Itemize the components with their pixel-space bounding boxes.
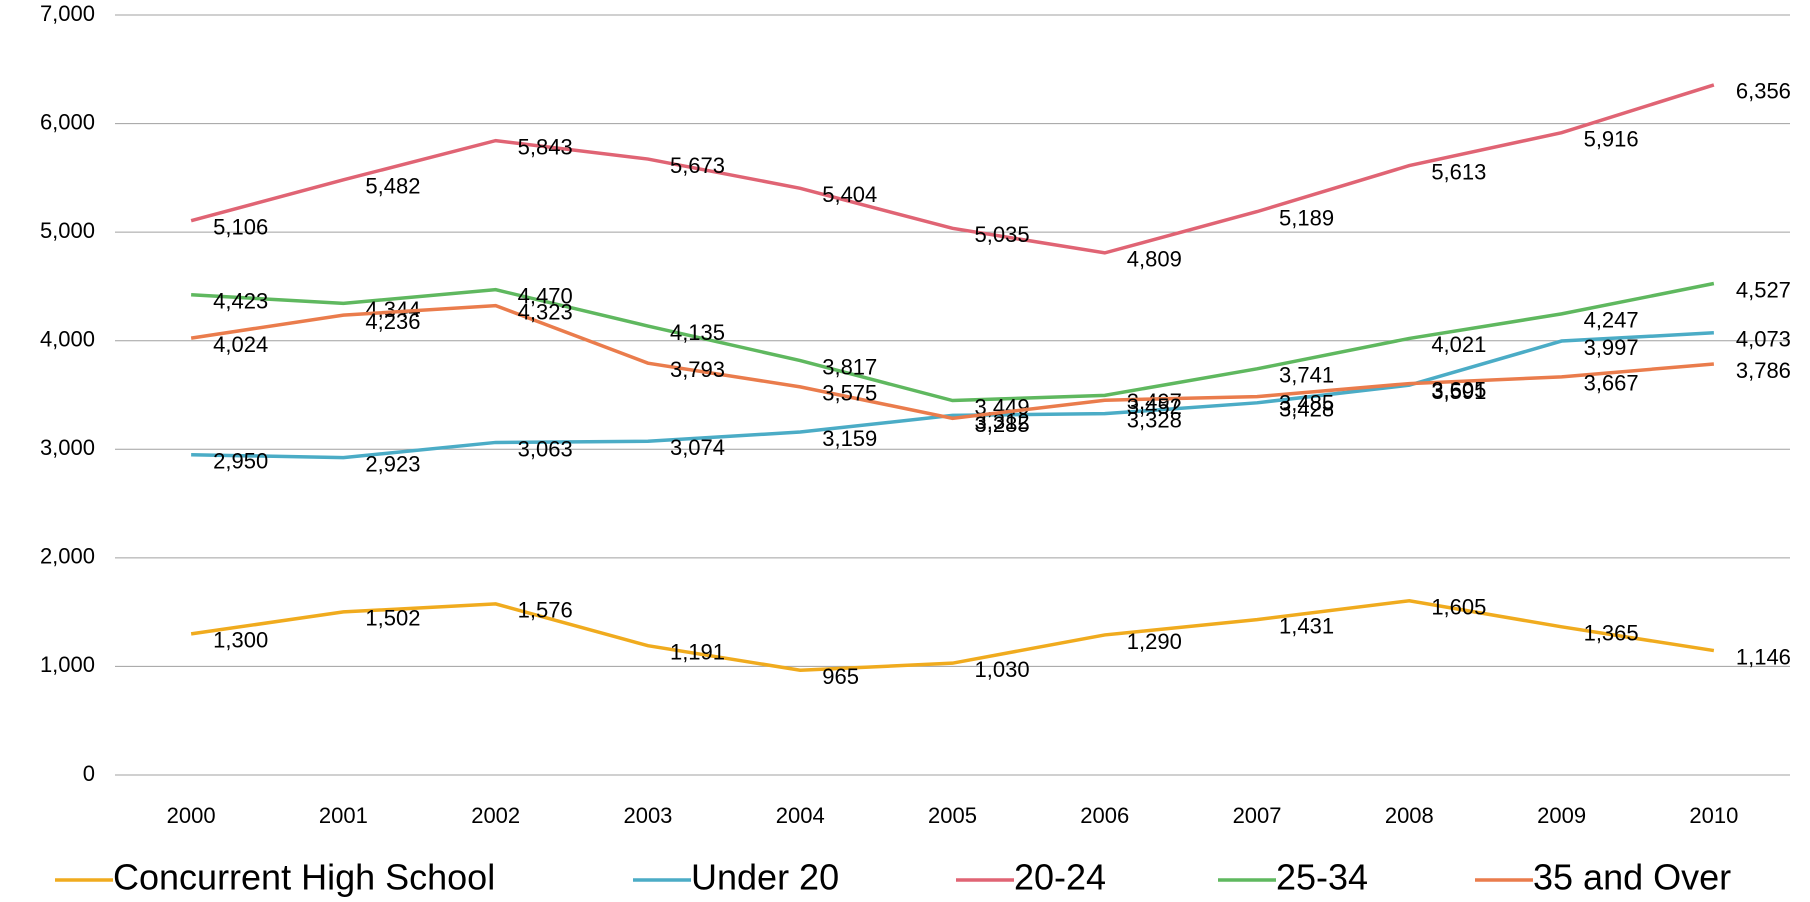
legend-label: 35 and Over xyxy=(1533,857,1731,898)
data-label: 3,428 xyxy=(1279,397,1334,422)
data-label: 3,793 xyxy=(670,357,725,382)
x-tick-label: 2009 xyxy=(1537,803,1586,828)
data-label: 2,923 xyxy=(365,451,420,476)
data-label: 4,423 xyxy=(213,289,268,314)
y-tick-label: 5,000 xyxy=(40,218,95,243)
data-label: 3,485 xyxy=(1279,390,1334,415)
x-tick-label: 2010 xyxy=(1689,803,1738,828)
data-label: 3,786 xyxy=(1736,358,1791,383)
data-label: 3,997 xyxy=(1584,335,1639,360)
data-label: 5,916 xyxy=(1584,127,1639,152)
data-label: 4,021 xyxy=(1431,332,1486,357)
data-label: 3,575 xyxy=(822,381,877,406)
data-label: 4,809 xyxy=(1127,247,1182,272)
y-tick-label: 4,000 xyxy=(40,327,95,352)
data-label: 5,843 xyxy=(518,134,573,159)
x-tick-label: 2008 xyxy=(1385,803,1434,828)
data-label: 5,482 xyxy=(365,174,420,199)
data-label: 1,300 xyxy=(213,628,268,653)
series-line xyxy=(190,598,1715,672)
legend-label: 25-34 xyxy=(1276,857,1368,898)
data-label: 5,035 xyxy=(975,222,1030,247)
y-tick-label: 1,000 xyxy=(40,652,95,677)
x-tick-label: 2001 xyxy=(319,803,368,828)
data-label: 1,605 xyxy=(1431,595,1486,620)
data-label: 4,073 xyxy=(1736,327,1791,352)
data-label: 3,452 xyxy=(1127,394,1182,419)
legend-label: Under 20 xyxy=(691,857,839,898)
data-label: 965 xyxy=(822,664,859,689)
data-label: 1,431 xyxy=(1279,613,1334,638)
data-label: 5,613 xyxy=(1431,159,1486,184)
data-label: 1,146 xyxy=(1736,644,1791,669)
data-label: 6,356 xyxy=(1736,79,1791,104)
data-label: 3,328 xyxy=(1127,407,1182,432)
y-tick-label: 3,000 xyxy=(40,435,95,460)
series-line xyxy=(191,331,1714,460)
data-label: 1,365 xyxy=(1584,621,1639,646)
x-tick-label: 2002 xyxy=(471,803,520,828)
data-label: 4,470 xyxy=(518,283,573,308)
x-tick-label: 2006 xyxy=(1080,803,1129,828)
data-label: 3,285 xyxy=(975,412,1030,437)
x-tick-label: 2005 xyxy=(928,803,977,828)
data-label: 3,817 xyxy=(822,354,877,379)
data-label: 4,323 xyxy=(518,299,573,324)
data-label: 1,290 xyxy=(1127,629,1182,654)
data-label: 4,236 xyxy=(365,309,420,334)
x-tick-label: 2004 xyxy=(776,803,825,828)
data-label: 3,741 xyxy=(1279,363,1334,388)
data-label: 3,497 xyxy=(1127,389,1182,414)
data-label: 4,527 xyxy=(1736,277,1791,302)
data-label: 1,030 xyxy=(975,657,1030,682)
data-label: 5,404 xyxy=(822,182,877,207)
x-tick-label: 2003 xyxy=(623,803,672,828)
x-tick-label: 2000 xyxy=(167,803,216,828)
data-label: 3,063 xyxy=(518,436,573,461)
data-label: 4,024 xyxy=(213,332,268,357)
data-label: 3,667 xyxy=(1584,371,1639,396)
x-tick-label: 2007 xyxy=(1233,803,1282,828)
data-label: 1,191 xyxy=(670,640,725,665)
series-line xyxy=(190,303,1715,421)
y-tick-label: 7,000 xyxy=(40,1,95,26)
data-label: 2,950 xyxy=(213,449,268,474)
series-line xyxy=(191,281,1715,403)
data-label: 3,605 xyxy=(1431,377,1486,402)
data-label: 3,159 xyxy=(822,426,877,451)
y-tick-label: 6,000 xyxy=(40,109,95,134)
data-label: 3,074 xyxy=(670,435,725,460)
legend-label: 20-24 xyxy=(1014,857,1106,898)
series-line xyxy=(190,83,1715,255)
data-label: 1,576 xyxy=(518,598,573,623)
data-label: 4,135 xyxy=(670,320,725,345)
data-label: 1,502 xyxy=(365,606,420,631)
legend-label: Concurrent High School xyxy=(113,857,495,898)
data-label: 5,189 xyxy=(1279,205,1334,230)
y-tick-label: 0 xyxy=(83,761,95,786)
data-label: 5,106 xyxy=(213,214,268,239)
y-tick-label: 2,000 xyxy=(40,544,95,569)
data-label: 5,673 xyxy=(670,153,725,178)
data-label: 4,247 xyxy=(1584,308,1639,333)
